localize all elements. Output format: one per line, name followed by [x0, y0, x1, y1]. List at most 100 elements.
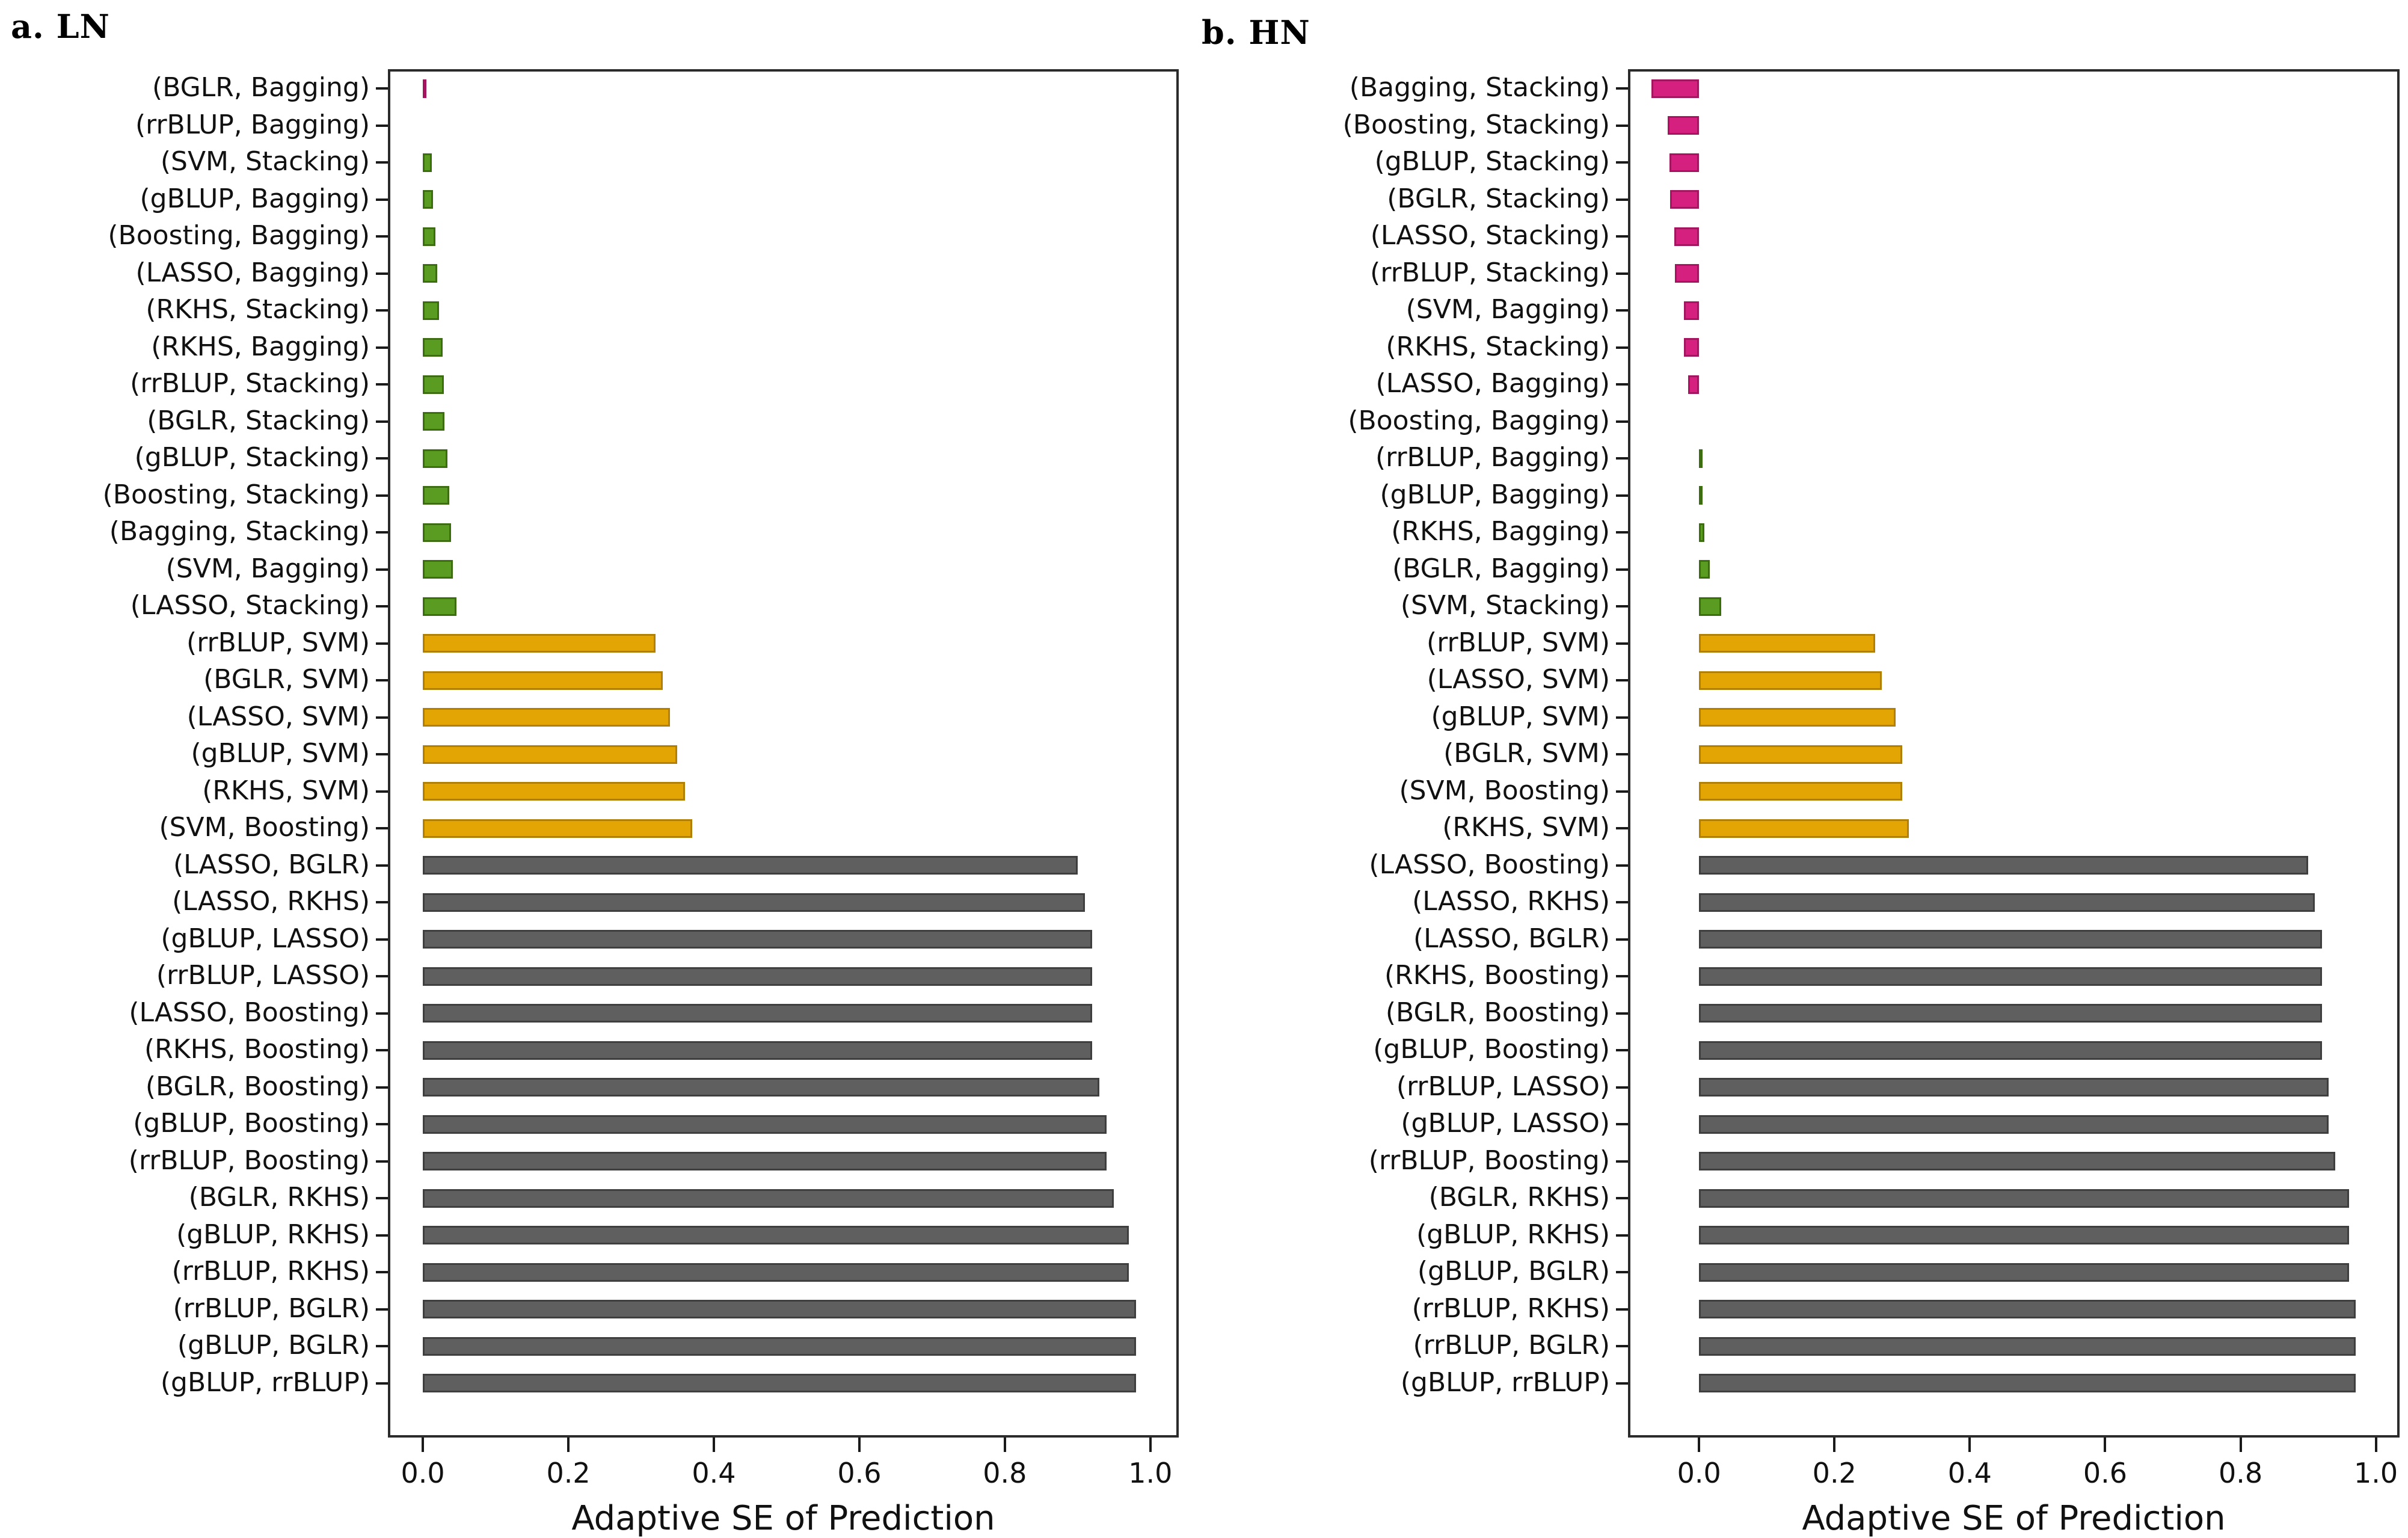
y-axis-category-label: (RKHS, SVM) — [1442, 812, 1610, 843]
y-axis-category-label: (LASSO, Stacking) — [130, 590, 370, 621]
bar-HN-RKHS-Bagging — [1699, 523, 1705, 542]
y-axis-category-label: (BGLR, Boosting) — [1385, 997, 1610, 1028]
y-axis-category-label: (RKHS, Bagging) — [151, 331, 370, 362]
y-axis-tick — [1616, 1234, 1628, 1237]
bar-LN-gBLUP-Stacking — [423, 449, 448, 468]
bar-LN-BGLR-Boosting — [423, 1078, 1100, 1097]
x-axis-tick — [2104, 1438, 2107, 1452]
bar-HN-rrBLUP-Bagging — [1699, 449, 1703, 468]
y-axis-category-label: (SVM, Boosting) — [1399, 775, 1610, 806]
bar-LN-RKHS-Boosting — [423, 1041, 1093, 1060]
bar-HN-SVM-Stacking — [1699, 597, 1722, 616]
y-axis-tick — [1616, 420, 1628, 423]
y-axis-category-label: (LASSO, Boosting) — [1369, 849, 1610, 880]
bar-LN-Bagging-Stacking — [423, 523, 452, 542]
bar-HN-SVM-Boosting — [1699, 782, 1902, 801]
bar-HN-RKHS-Boosting — [1699, 967, 2322, 986]
y-axis-tick — [1616, 161, 1628, 164]
y-axis-tick — [1616, 753, 1628, 755]
bar-HN-Boosting-Stacking — [1668, 116, 1700, 135]
y-axis-tick — [376, 1234, 388, 1237]
y-axis-tick — [376, 975, 388, 977]
x-axis-tick — [567, 1438, 570, 1452]
bar-HN-rrBLUP-SVM — [1699, 634, 1875, 653]
bar-HN-gBLUP-RKHS — [1699, 1226, 2349, 1244]
y-axis-category-label: (BGLR, Bagging) — [1392, 553, 1610, 584]
bar-HN-BGLR-SVM — [1699, 745, 1902, 764]
y-axis-category-label: (rrBLUP, Stacking) — [130, 368, 370, 399]
y-axis-tick — [376, 494, 388, 497]
y-axis-tick — [376, 827, 388, 829]
bar-HN-LASSO-Stacking — [1674, 227, 1700, 246]
y-axis-tick — [376, 1123, 388, 1125]
y-axis-category-label: (gBLUP, SVM) — [1431, 701, 1610, 732]
y-axis-tick — [1616, 1308, 1628, 1311]
y-axis-category-label: (BGLR, SVM) — [203, 664, 370, 695]
y-axis-tick — [1616, 309, 1628, 312]
x-axis-tick — [1149, 1438, 1152, 1452]
y-axis-tick — [1616, 235, 1628, 238]
bar-HN-LASSO-SVM — [1699, 671, 1882, 690]
y-axis-tick — [376, 864, 388, 867]
y-axis-category-label: (SVM, Stacking) — [1400, 590, 1610, 621]
bar-HN-gBLUP-Stacking — [1669, 153, 1700, 172]
bar-HN-LASSO-RKHS — [1699, 893, 2315, 912]
bar-LN-LASSO-Boosting — [423, 1004, 1093, 1023]
x-axis-tick — [1003, 1438, 1006, 1452]
y-axis-tick — [1616, 1197, 1628, 1199]
y-axis-category-label: (rrBLUP, Boosting) — [1368, 1145, 1610, 1176]
y-axis-category-label: (Boosting, Stacking) — [1342, 109, 1610, 140]
bar-LN-SVM-Bagging — [423, 560, 453, 579]
bar-HN-RKHS-SVM — [1699, 819, 1909, 838]
x-axis-tick-label: 0.0 — [1677, 1457, 1721, 1489]
y-axis-category-label: (LASSO, Bagging) — [1375, 368, 1610, 399]
y-axis-category-label: (SVM, Stacking) — [160, 146, 370, 177]
y-axis-category-label: (RKHS, Bagging) — [1391, 516, 1610, 547]
y-axis-tick — [1616, 198, 1628, 201]
y-axis-tick — [376, 309, 388, 312]
y-axis-category-label: (RKHS, Stacking) — [146, 294, 370, 325]
bar-LN-RKHS-Bagging — [423, 338, 443, 357]
x-axis-tick-label: 0.4 — [692, 1457, 736, 1489]
x-axis-tick — [858, 1438, 861, 1452]
y-axis-category-label: (LASSO, BGLR) — [173, 849, 370, 880]
x-axis-tick-label: 1.0 — [2354, 1457, 2398, 1489]
bar-HN-rrBLUP-BGLR — [1699, 1337, 2356, 1356]
bar-HN-SVM-Bagging — [1684, 301, 1700, 320]
x-axis-tick-label: 0.6 — [837, 1457, 882, 1489]
y-axis-category-label: (LASSO, SVM) — [1427, 664, 1610, 695]
x-axis-tick-label: 0.8 — [2218, 1457, 2263, 1489]
y-axis-category-label: (Boosting, Bagging) — [1348, 405, 1610, 436]
bar-LN-rrBLUP-Stacking — [423, 375, 444, 394]
y-axis-category-label: (BGLR, Boosting) — [145, 1071, 370, 1102]
bar-LN-BGLR-SVM — [423, 671, 663, 690]
y-axis-category-label: (gBLUP, rrBLUP) — [1400, 1367, 1610, 1398]
bar-LN-RKHS-Stacking — [423, 301, 439, 320]
y-axis-category-label: (rrBLUP, SVM) — [1427, 627, 1610, 658]
y-axis-category-label: (gBLUP, Boosting) — [1373, 1034, 1610, 1065]
y-axis-tick — [376, 87, 388, 90]
y-axis-category-label: (SVM, Bagging) — [1405, 294, 1610, 325]
bar-HN-gBLUP-BGLR — [1699, 1263, 2349, 1282]
x-axis-tick — [712, 1438, 715, 1452]
y-axis-tick — [1616, 272, 1628, 275]
bar-LN-SVM-Boosting — [423, 819, 692, 838]
bar-HN-BGLR-Boosting — [1699, 1004, 2322, 1023]
y-axis-tick — [376, 1308, 388, 1311]
y-axis-tick — [1616, 568, 1628, 571]
y-axis-category-label: (rrBLUP, BGLR) — [1413, 1330, 1610, 1361]
y-axis-tick — [376, 790, 388, 793]
y-axis-tick — [1616, 1160, 1628, 1163]
bar-HN-BGLR-Stacking — [1669, 190, 1700, 209]
y-axis-tick — [376, 1271, 388, 1273]
y-axis-tick — [376, 1049, 388, 1051]
y-axis-tick — [1616, 679, 1628, 681]
y-axis-category-label: (rrBLUP, LASSO) — [1396, 1071, 1610, 1102]
y-axis-tick — [376, 679, 388, 681]
y-axis-category-label: (rrBLUP, RKHS) — [171, 1256, 370, 1287]
bar-HN-gBLUP-Boosting — [1699, 1041, 2322, 1060]
y-axis-category-label: (rrBLUP, RKHS) — [1411, 1293, 1610, 1324]
y-axis-tick — [1616, 1382, 1628, 1385]
y-axis-tick — [1616, 1086, 1628, 1089]
y-axis-category-label: (LASSO, Boosting) — [129, 997, 370, 1028]
